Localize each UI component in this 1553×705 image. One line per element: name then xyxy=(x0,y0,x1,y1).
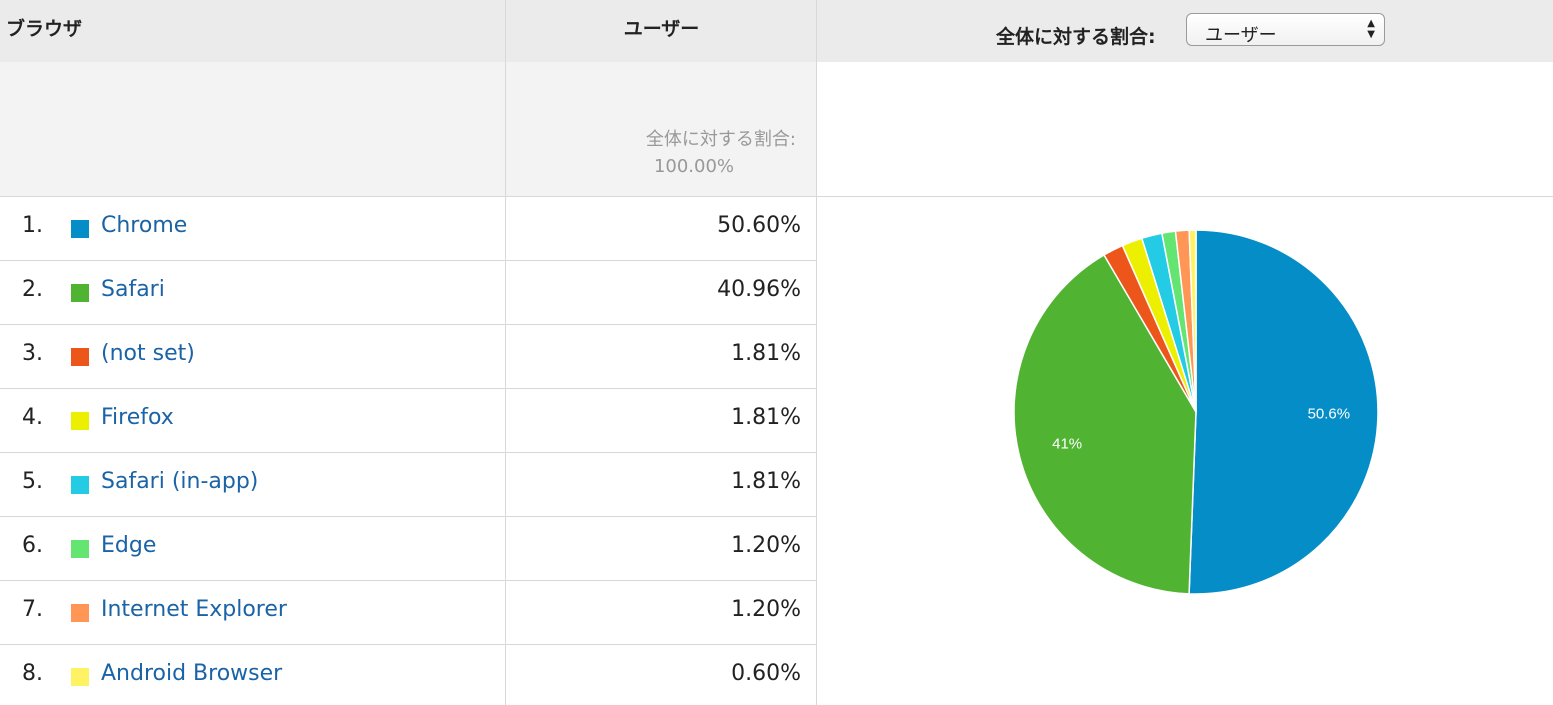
table-row: 8. Android Browser 0.60% xyxy=(0,645,817,705)
users-percentage: 1.20% xyxy=(731,597,801,622)
browser-name-link[interactable]: Chrome xyxy=(101,213,188,238)
series-color-swatch xyxy=(71,284,89,302)
browser-name-link[interactable]: Safari xyxy=(101,277,165,302)
row-rank: 2. xyxy=(22,277,43,302)
row-rank: 5. xyxy=(22,469,43,494)
table-row: 5. Safari (in-app) 1.81% xyxy=(0,453,817,517)
table-row: 7. Internet Explorer 1.20% xyxy=(0,581,817,645)
table-row: 6. Edge 1.20% xyxy=(0,517,817,581)
table-row: 1. Chrome 50.60% xyxy=(0,197,817,261)
users-percentage: 1.20% xyxy=(731,533,801,558)
browser-name-link[interactable]: Edge xyxy=(101,533,157,558)
browser-name-link[interactable]: Safari (in-app) xyxy=(101,469,259,494)
browser-name-link[interactable]: (not set) xyxy=(101,341,195,366)
contribution-label: 全体に対する割合: xyxy=(996,26,1156,48)
row-rank: 6. xyxy=(22,533,43,558)
pie-slice[interactable] xyxy=(1188,229,1379,595)
pie-slice[interactable] xyxy=(1013,253,1197,595)
series-color-swatch xyxy=(71,476,89,494)
pie-slice[interactable] xyxy=(1188,229,1197,413)
table-row: 2. Safari 40.96% xyxy=(0,261,817,325)
series-color-swatch xyxy=(71,220,89,238)
browser-column-header[interactable]: ブラウザ xyxy=(6,18,83,40)
row-rank: 4. xyxy=(22,405,43,430)
row-rank: 8. xyxy=(22,661,43,686)
browser-name-link[interactable]: Internet Explorer xyxy=(101,597,287,622)
row-divider xyxy=(0,644,817,645)
pie-chart: 50.6% 41% xyxy=(1012,228,1380,596)
series-color-swatch xyxy=(71,412,89,430)
pie-slice-label: 50.6% xyxy=(1308,405,1351,422)
users-percentage: 1.81% xyxy=(731,469,801,494)
summary-total-value: 100.00% xyxy=(653,156,735,177)
row-divider xyxy=(0,516,817,517)
table-header: ブラウザ ユーザー 全体に対する割合: ユーザー ▲ ▼ xyxy=(0,0,1553,62)
row-divider xyxy=(0,580,817,581)
users-column-header[interactable]: ユーザー xyxy=(623,18,700,40)
series-color-swatch xyxy=(71,668,89,686)
pie-slice-label: 41% xyxy=(1052,435,1082,452)
pie-chart-svg: 50.6% 41% xyxy=(1013,229,1379,595)
column-divider xyxy=(505,0,506,705)
row-divider xyxy=(0,388,817,389)
browser-name-link[interactable]: Firefox xyxy=(101,405,174,430)
series-color-swatch xyxy=(71,348,89,366)
users-percentage: 1.81% xyxy=(731,405,801,430)
contribution-metric-value: ユーザー xyxy=(1205,25,1277,46)
users-percentage: 50.60% xyxy=(717,213,801,238)
row-rank: 1. xyxy=(22,213,43,238)
users-percentage: 1.81% xyxy=(731,341,801,366)
select-arrows-icon: ▲ ▼ xyxy=(1367,18,1375,40)
browser-name-link[interactable]: Android Browser xyxy=(101,661,283,686)
summary-total-label: 全体に対する割合: xyxy=(645,129,796,150)
summary-row xyxy=(0,62,817,196)
column-divider xyxy=(816,0,817,705)
users-percentage: 0.60% xyxy=(731,661,801,686)
table-row: 3. (not set) 1.81% xyxy=(0,325,817,389)
row-divider xyxy=(0,324,817,325)
row-divider xyxy=(0,260,817,261)
summary-total: 全体に対する割合: 100.00% xyxy=(506,126,796,180)
series-color-swatch xyxy=(71,604,89,622)
row-rank: 7. xyxy=(22,597,43,622)
table-row: 4. Firefox 1.81% xyxy=(0,389,817,453)
row-divider xyxy=(0,452,817,453)
row-rank: 3. xyxy=(22,341,43,366)
series-color-swatch xyxy=(71,540,89,558)
users-percentage: 40.96% xyxy=(717,277,801,302)
row-divider xyxy=(0,196,1553,197)
contribution-metric-select[interactable]: ユーザー ▲ ▼ xyxy=(1186,13,1385,46)
